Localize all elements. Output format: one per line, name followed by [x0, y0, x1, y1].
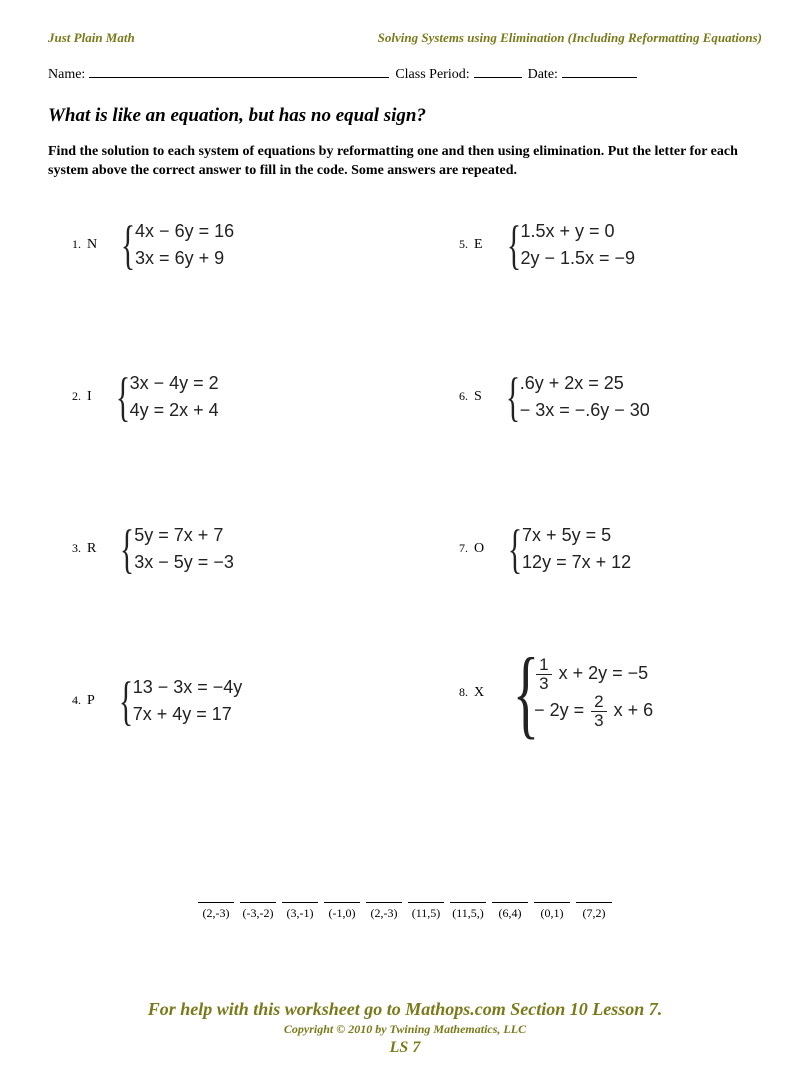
left-column: 1.N { 4x − 6y = 163x = 6y + 9 2.I { 3x −…	[48, 215, 375, 829]
page-header: Just Plain Math Solving Systems using El…	[48, 30, 762, 46]
problem-number: 5.E	[459, 237, 483, 253]
equation: 2y − 1.5x = −9	[520, 245, 635, 272]
name-blank	[89, 64, 389, 78]
problem-8: 8.X { 13 x + 2y = −5 − 2y = 23 x + 6	[435, 649, 762, 737]
problem-6: 6.S { .6y + 2x = 25− 3x = −.6y − 30	[435, 367, 762, 427]
equation: − 3x = −.6y − 30	[520, 397, 650, 424]
problems-grid: 1.N { 4x − 6y = 163x = 6y + 9 2.I { 3x −…	[48, 215, 762, 829]
equation: 3x = 6y + 9	[135, 245, 234, 272]
footer-code: LS 7	[0, 1039, 810, 1057]
equation: .6y + 2x = 25	[520, 370, 650, 397]
equation: 3x − 4y = 2	[130, 370, 219, 397]
equation: − 2y = 23 x + 6	[534, 693, 653, 730]
brace-icon: {	[121, 221, 135, 269]
answer-slot: (6,4)	[492, 889, 528, 921]
instructions-text: Find the solution to each system of equa…	[48, 143, 762, 181]
answer-slot: (2,-3)	[198, 889, 234, 921]
header-left: Just Plain Math	[48, 30, 135, 46]
footer-copyright: Copyright © 2010 by Twining Mathematics,…	[0, 1022, 810, 1037]
answer-slot: (11,5)	[408, 889, 444, 921]
answer-slot: (7,2)	[576, 889, 612, 921]
problem-1: 1.N { 4x − 6y = 163x = 6y + 9	[48, 215, 375, 275]
equation: 13 x + 2y = −5	[534, 656, 653, 693]
problem-number: 2.I	[72, 389, 92, 405]
answer-slot: (11,5,)	[450, 889, 486, 921]
brace-icon: {	[120, 525, 134, 573]
answer-code-row: (2,-3) (-3,-2) (3,-1) (-1,0) (2,-3) (11,…	[48, 889, 762, 921]
answer-slot: (-3,-2)	[240, 889, 276, 921]
equation: 5y = 7x + 7	[134, 522, 234, 549]
problem-2: 2.I { 3x − 4y = 24y = 2x + 4	[48, 367, 375, 427]
answer-slot: (-1,0)	[324, 889, 360, 921]
brace-icon: {	[506, 373, 520, 421]
equation: 4x − 6y = 16	[135, 218, 234, 245]
class-blank	[474, 64, 522, 78]
riddle-title: What is like an equation, but has no equ…	[48, 105, 762, 127]
footer-help: For help with this worksheet go to Matho…	[0, 999, 810, 1020]
equation: 4y = 2x + 4	[130, 397, 219, 424]
name-line: Name: Class Period: Date:	[48, 64, 762, 83]
class-label: Class Period:	[395, 67, 469, 83]
equation: 1.5x + y = 0	[520, 218, 635, 245]
problem-number: 1.N	[72, 237, 97, 253]
brace-icon: {	[513, 649, 539, 737]
problem-4: 4.P { 13 − 3x = −4y7x + 4y = 17	[48, 671, 375, 731]
equation: 12y = 7x + 12	[522, 549, 631, 576]
right-column: 5.E { 1.5x + y = 02y − 1.5x = −9 6.S { .…	[435, 215, 762, 829]
brace-icon: {	[116, 373, 130, 421]
answer-slot: (3,-1)	[282, 889, 318, 921]
problem-number: 6.S	[459, 389, 482, 405]
date-blank	[562, 64, 637, 78]
page-footer: For help with this worksheet go to Matho…	[0, 999, 810, 1057]
equation: 7x + 4y = 17	[133, 701, 243, 728]
problem-number: 8.X	[459, 685, 484, 701]
problem-7: 7.O { 7x + 5y = 512y = 7x + 12	[435, 519, 762, 579]
answer-slot: (2,-3)	[366, 889, 402, 921]
brace-icon: {	[508, 525, 522, 573]
equation: 13 − 3x = −4y	[133, 674, 243, 701]
brace-icon: {	[119, 677, 133, 725]
problem-number: 7.O	[459, 541, 484, 557]
problem-number: 4.P	[72, 693, 95, 709]
brace-icon: {	[506, 221, 520, 269]
problem-5: 5.E { 1.5x + y = 02y − 1.5x = −9	[435, 215, 762, 275]
answer-slot: (0,1)	[534, 889, 570, 921]
date-label: Date:	[528, 67, 558, 83]
problem-number: 3.R	[72, 541, 96, 557]
header-right: Solving Systems using Elimination (Inclu…	[378, 30, 762, 46]
equation: 3x − 5y = −3	[134, 549, 234, 576]
name-label: Name:	[48, 67, 85, 83]
problem-3: 3.R { 5y = 7x + 73x − 5y = −3	[48, 519, 375, 579]
equation: 7x + 5y = 5	[522, 522, 631, 549]
